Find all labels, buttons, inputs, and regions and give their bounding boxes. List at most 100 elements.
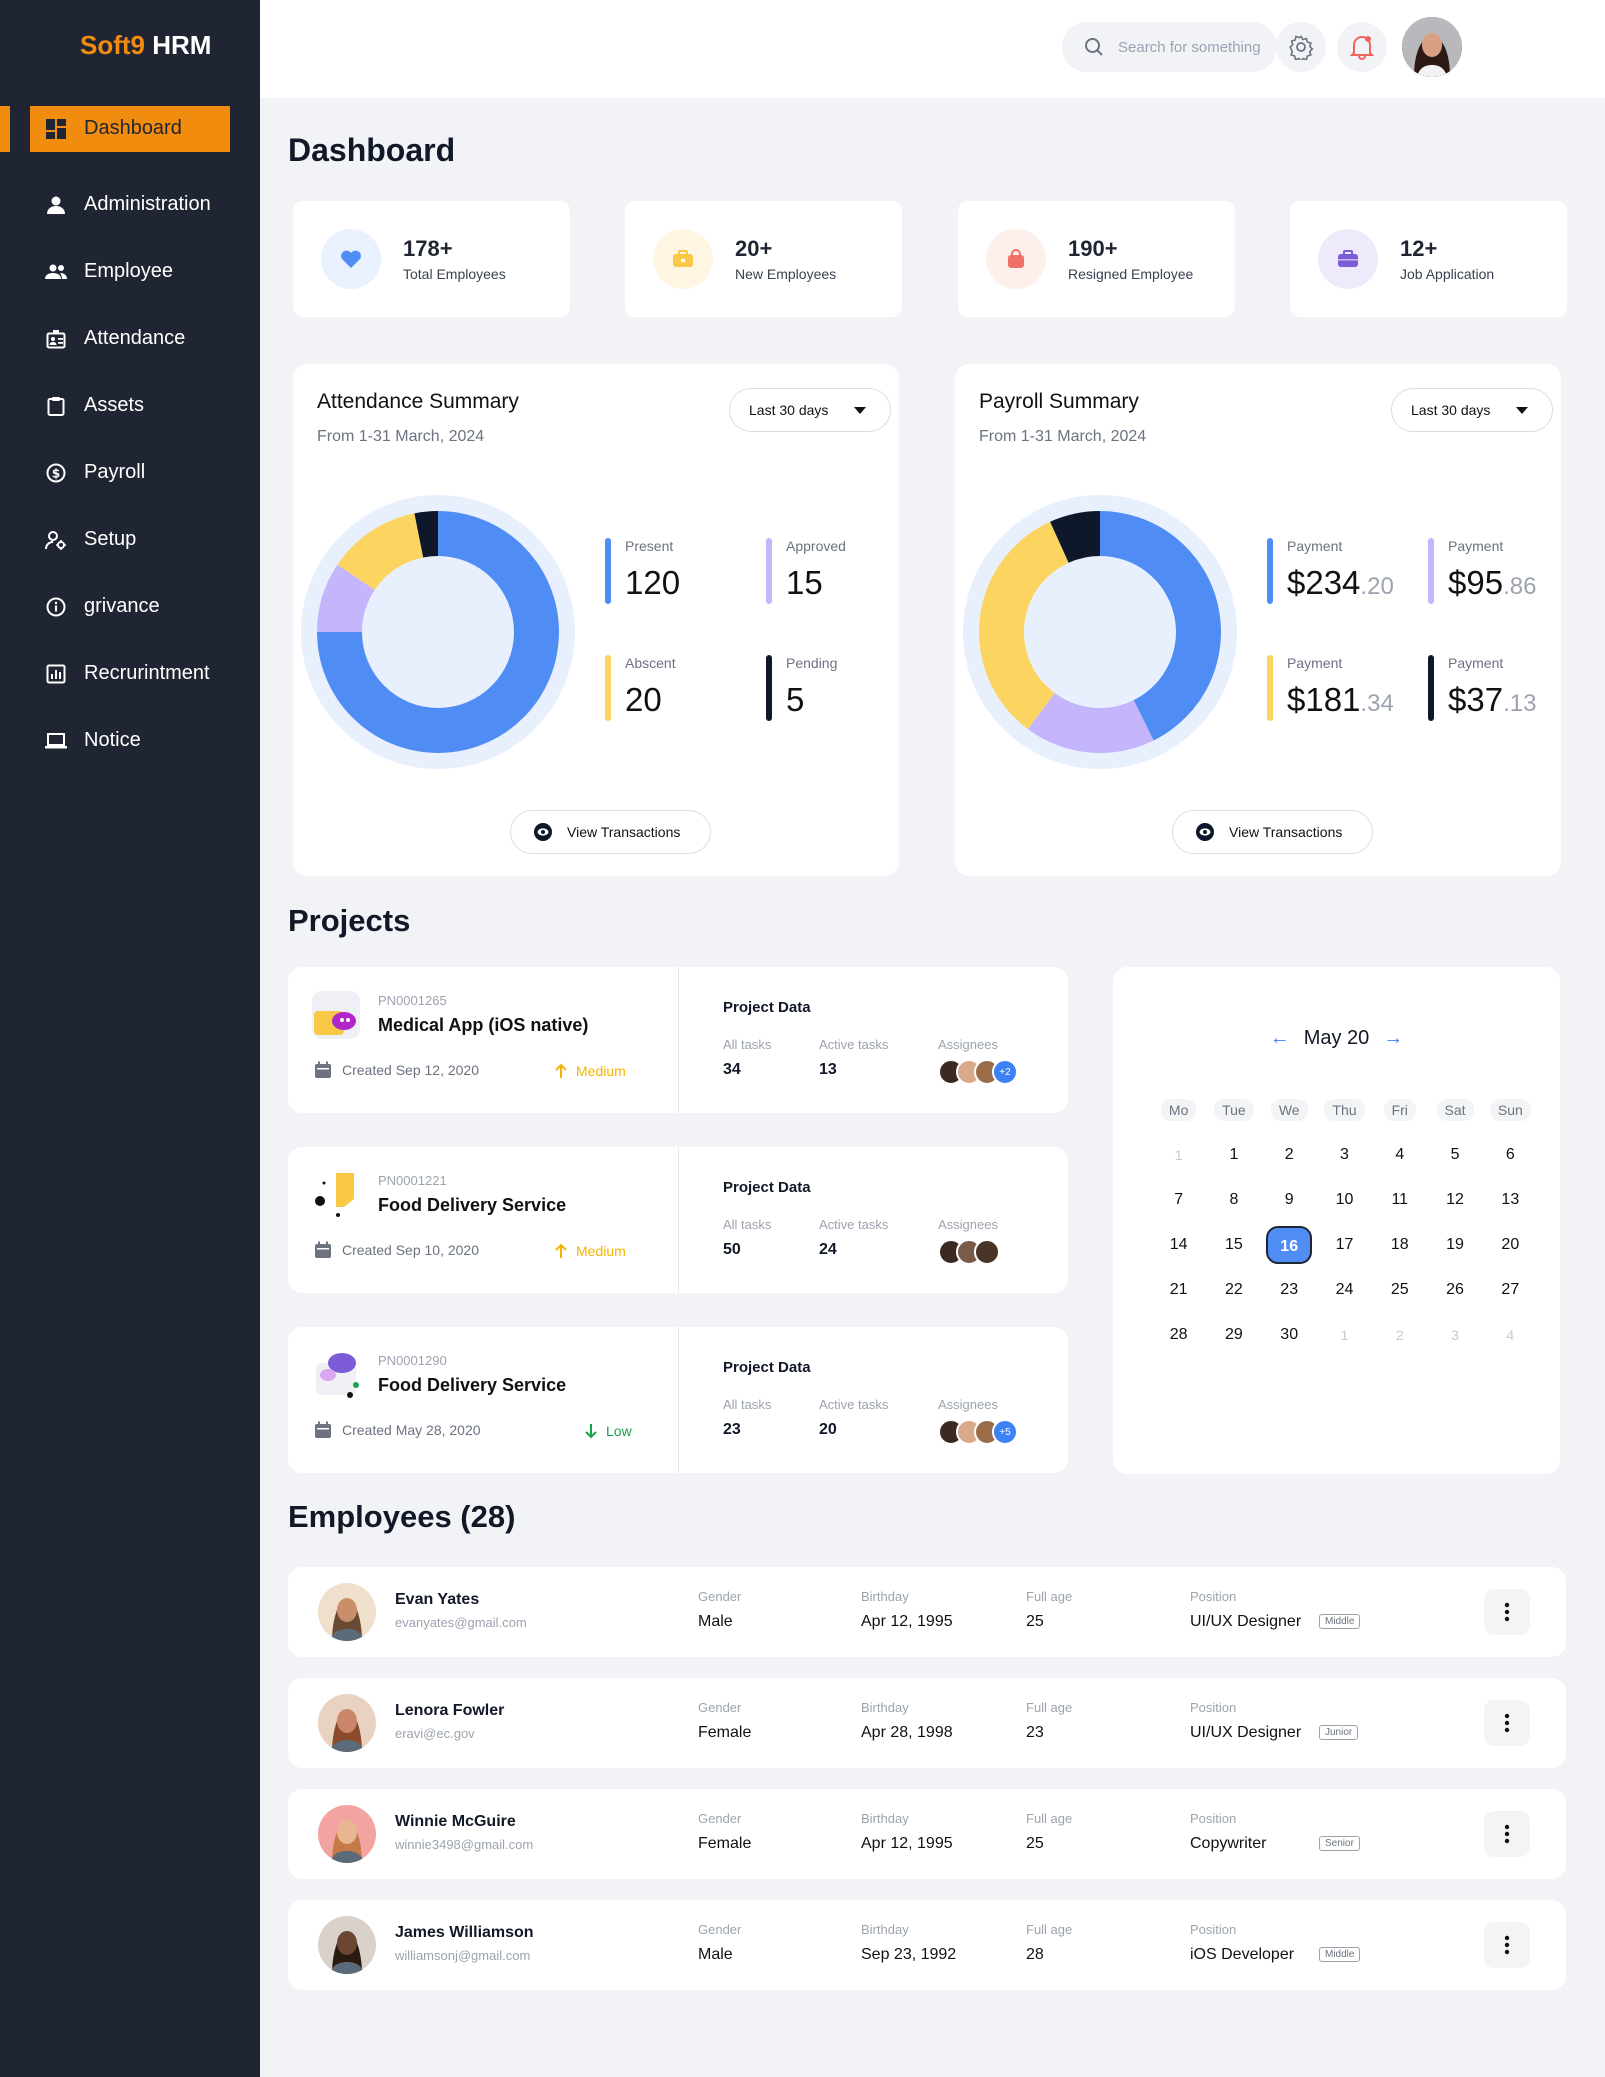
calendar-icon bbox=[315, 1061, 331, 1078]
sidebar-item-dashboard[interactable]: Dashboard bbox=[0, 104, 260, 171]
range-value: Last 30 days bbox=[1411, 402, 1491, 418]
view-transactions-button[interactable]: View Transactions bbox=[510, 810, 711, 854]
calendar-day[interactable]: 11 bbox=[1391, 1190, 1409, 1208]
calendar-day[interactable]: 19 bbox=[1446, 1235, 1464, 1253]
level-badge: Senior bbox=[1319, 1836, 1360, 1851]
view-transactions-label: View Transactions bbox=[1229, 824, 1343, 840]
calendar-day[interactable]: 29 bbox=[1225, 1325, 1243, 1343]
weekday-label: Sun bbox=[1483, 1098, 1538, 1121]
more-options-button[interactable] bbox=[1484, 1811, 1530, 1857]
app-logo[interactable]: Soft9 HRM bbox=[80, 30, 212, 60]
project-code: PN0001221 bbox=[378, 1173, 447, 1188]
sidebar-item-assets[interactable]: Assets bbox=[0, 372, 260, 439]
sidebar-item-setup[interactable]: Setup bbox=[0, 506, 260, 573]
calendar-day[interactable]: 28 bbox=[1169, 1325, 1188, 1343]
sidebar-item-attendance[interactable]: Attendance bbox=[0, 305, 260, 372]
calendar-day[interactable]: 7 bbox=[1174, 1190, 1184, 1208]
calendar-day[interactable]: 3 bbox=[1451, 1326, 1459, 1343]
more-options-button[interactable] bbox=[1484, 1700, 1530, 1746]
calendar-day[interactable]: 21 bbox=[1169, 1280, 1188, 1298]
notifications-button[interactable] bbox=[1337, 22, 1387, 72]
donut-slice[interactable] bbox=[1100, 511, 1221, 741]
arrow-left-icon[interactable]: ← bbox=[1269, 1027, 1290, 1049]
assignees-avatars[interactable] bbox=[938, 1239, 1000, 1265]
calendar-day[interactable]: 2 bbox=[1395, 1326, 1404, 1343]
user-avatar[interactable] bbox=[1402, 17, 1462, 77]
settings-button[interactable] bbox=[1276, 22, 1326, 72]
calendar-day[interactable]: 20 bbox=[1501, 1235, 1520, 1253]
donut-slice[interactable] bbox=[337, 513, 424, 590]
legend-payment-3: Payment $181.34 bbox=[1267, 653, 1417, 725]
donut-slice[interactable] bbox=[317, 511, 559, 753]
sidebar-item-grivance[interactable]: grivance bbox=[0, 573, 260, 640]
donut-slice[interactable] bbox=[317, 564, 375, 632]
calendar-day[interactable]: 10 bbox=[1335, 1190, 1354, 1208]
gender-value: Male bbox=[698, 1613, 733, 1630]
legend-value: 120 bbox=[625, 564, 681, 601]
calendar-day[interactable]: 17 bbox=[1335, 1235, 1354, 1253]
sidebar-item-label: Payroll bbox=[84, 461, 146, 483]
sidebar-item-administration[interactable]: Administration bbox=[0, 171, 260, 238]
employee-row[interactable]: Winnie McGuire winnie3498@gmail.com Gend… bbox=[288, 1789, 1566, 1879]
stat-card-resigned-employee[interactable]: 190+ Resigned Employee bbox=[958, 201, 1235, 317]
calendar-day[interactable]: 8 bbox=[1229, 1190, 1239, 1208]
project-card[interactable]: PN0001265 Medical App (iOS native) Creat… bbox=[288, 967, 1068, 1113]
view-transactions-button[interactable]: View Transactions bbox=[1172, 810, 1373, 854]
stat-card-job-application[interactable]: 12+ Job Application bbox=[1290, 201, 1567, 317]
more-options-button[interactable] bbox=[1484, 1589, 1530, 1635]
calendar-day[interactable]: 14 bbox=[1169, 1235, 1188, 1253]
calendar-day[interactable]: 25 bbox=[1390, 1280, 1409, 1298]
calendar-day[interactable]: 1 bbox=[1229, 1145, 1239, 1163]
employee-row[interactable]: James Williamson williamsonj@gmail.com G… bbox=[288, 1900, 1566, 1990]
search-icon bbox=[1085, 38, 1103, 56]
sidebar-item-label: Recrurintment bbox=[84, 662, 210, 684]
birthday-value: Apr 12, 1995 bbox=[861, 1835, 953, 1852]
range-dropdown[interactable]: Last 30 days bbox=[729, 388, 891, 432]
assignees-avatars[interactable]: +5 bbox=[938, 1419, 1018, 1445]
calendar-day[interactable]: 23 bbox=[1280, 1280, 1299, 1298]
search-input[interactable]: Search for something bbox=[1062, 22, 1277, 72]
donut-slice[interactable] bbox=[414, 511, 438, 558]
sidebar-item-notice[interactable]: Notice bbox=[0, 707, 260, 774]
calendar-day[interactable]: 9 bbox=[1284, 1190, 1294, 1208]
calendar-day[interactable]: 26 bbox=[1446, 1280, 1464, 1298]
calendar-day[interactable]: 6 bbox=[1505, 1145, 1515, 1163]
calendar-day[interactable]: 27 bbox=[1501, 1280, 1520, 1298]
donut-slice[interactable] bbox=[1027, 692, 1154, 753]
calendar-day[interactable]: 1 bbox=[1340, 1326, 1349, 1343]
employee-row[interactable]: Lenora Fowler eravi@ec.gov Gender Female… bbox=[288, 1678, 1566, 1768]
more-options-button[interactable] bbox=[1484, 1922, 1530, 1968]
calendar-grid: Mo Tue We Thu Fri Sat Sun 1 1 2 3 4 5 6 7 8 9 10 11 12 13 14 1… bbox=[1151, 1087, 1538, 1357]
range-dropdown[interactable]: Last 30 days bbox=[1391, 388, 1553, 432]
sidebar-item-recruitment[interactable]: Recrurintment bbox=[0, 640, 260, 707]
calendar-day[interactable]: 13 bbox=[1501, 1190, 1520, 1208]
project-card[interactable]: PN0001221 Food Delivery Service Created … bbox=[288, 1147, 1068, 1293]
stat-card-new-employees[interactable]: 20+ New Employees bbox=[625, 201, 902, 317]
calendar-day[interactable]: 3 bbox=[1340, 1145, 1349, 1163]
donut-slice[interactable] bbox=[979, 521, 1069, 730]
project-card[interactable]: PN0001290 Food Delivery Service Created … bbox=[288, 1327, 1068, 1473]
calendar-day[interactable]: 18 bbox=[1390, 1235, 1409, 1253]
arrow-right-icon[interactable]: → bbox=[1383, 1027, 1404, 1049]
stat-card-total-employees[interactable]: 178+ Total Employees bbox=[293, 201, 570, 317]
calendar-day[interactable]: 15 bbox=[1225, 1235, 1243, 1253]
assignees-avatars[interactable]: +2 bbox=[938, 1059, 1018, 1085]
calendar-day[interactable]: 4 bbox=[1395, 1145, 1405, 1163]
calendar-day[interactable]: 1 bbox=[1174, 1146, 1183, 1163]
sidebar-item-payroll[interactable]: $ Payroll bbox=[0, 439, 260, 506]
sidebar-item-label: Employee bbox=[84, 260, 173, 282]
employee-row[interactable]: Evan Yates evanyates@gmail.com Gender Ma… bbox=[288, 1567, 1566, 1657]
donut-slice[interactable] bbox=[1050, 511, 1100, 563]
stat-value: 20+ bbox=[735, 236, 773, 261]
calendar-day[interactable]: 12 bbox=[1446, 1190, 1464, 1208]
sidebar-item-label: Administration bbox=[84, 193, 211, 215]
calendar-day[interactable]: 24 bbox=[1335, 1280, 1354, 1298]
calendar-day[interactable]: 5 bbox=[1450, 1145, 1460, 1163]
calendar-day[interactable]: 30 bbox=[1280, 1325, 1299, 1343]
calendar-day[interactable]: 22 bbox=[1225, 1280, 1243, 1298]
avatar bbox=[318, 1583, 376, 1641]
calendar-day-selected[interactable]: 16 bbox=[1262, 1225, 1317, 1264]
calendar-day[interactable]: 4 bbox=[1506, 1326, 1515, 1343]
calendar-day[interactable]: 2 bbox=[1284, 1145, 1294, 1163]
sidebar-item-employee[interactable]: Employee bbox=[0, 238, 260, 305]
